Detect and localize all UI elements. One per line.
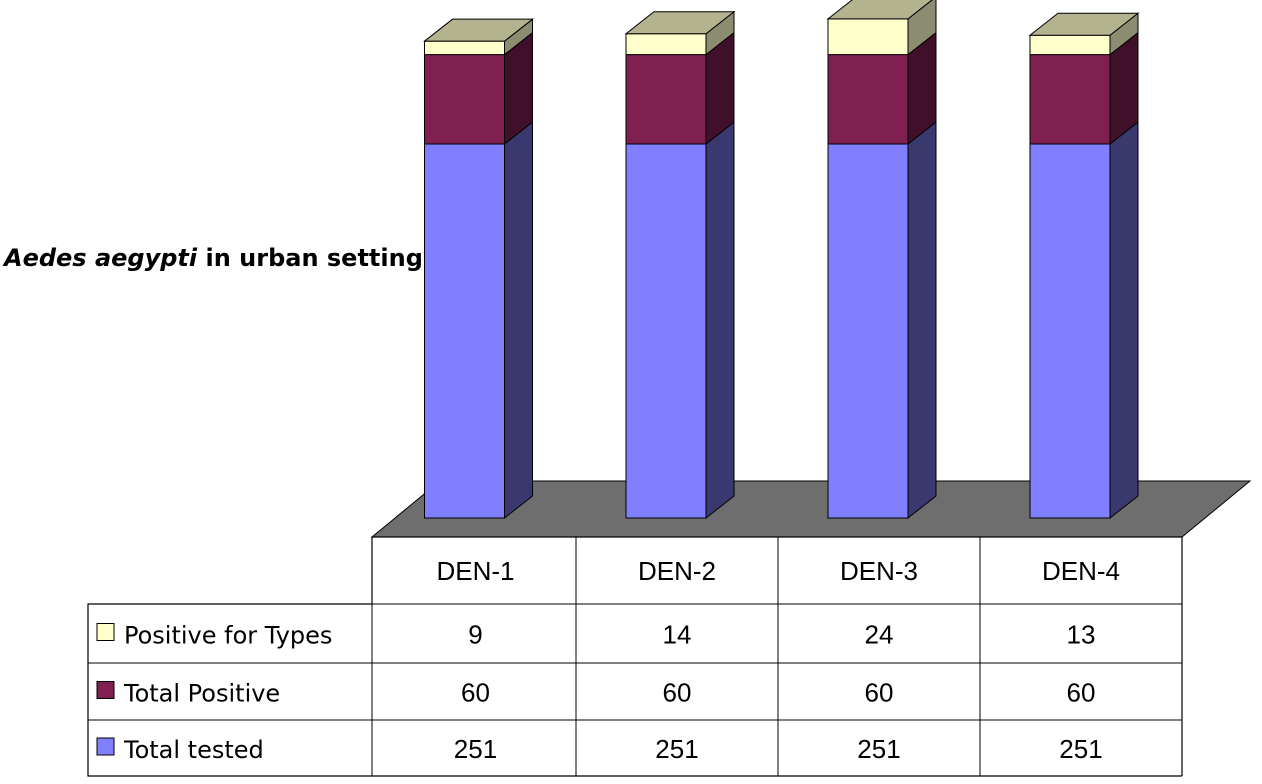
bar-total-tested-den-1 [424,143,505,519]
chart-title-italic: Aedes aegypti [4,244,198,272]
bar-total-tested-den-4 [1029,143,1111,519]
table-cell-total-tested-den-2: 251 [655,734,698,764]
data-table: DEN-1 DEN-2 DEN-3 DEN-4 Positive for Types 9 1… [87,536,1183,777]
legend-swatch-total-positive [96,681,115,699]
bar-top-den-2 [624,11,736,35]
bar-total-positive-den-3 [827,54,909,145]
legend-label-positive-for-types: Positive for Types [124,622,332,650]
legend-label-total-tested: Total tested [123,736,264,764]
bar-side-total-tested-den-1 [504,120,533,520]
bar-side-total-tested-den-2 [705,120,735,520]
table-cell-total-positive-den-1: 60 [461,678,490,708]
bar-positive-for-types-den-1 [424,40,505,56]
table-cell-total-positive-den-4: 60 [1067,678,1096,708]
table-cell-total-positive-den-3: 60 [865,678,894,708]
chart-title: Aedes aegypti in urban setting [4,244,423,272]
table-cell-total-tested-den-3: 251 [857,734,900,764]
bar-positive-for-types-den-4 [1029,34,1111,56]
table-header-den-3: DEN-3 [840,556,918,586]
bar-total-positive-den-4 [1029,54,1111,145]
bar-total-tested-den-2 [625,143,707,519]
bar-top-den-3 [826,0,933,20]
chart-title-rest: in urban setting [197,244,423,272]
table-header-den-4: DEN-4 [1042,556,1120,586]
bar-total-positive-den-2 [625,54,707,145]
legend-swatch-positive-for-types [96,623,115,641]
table-header-den-2: DEN-2 [638,556,716,586]
table-cell-positive-for-types-den-4: 13 [1067,620,1096,650]
bar-top-den-4 [1028,12,1140,36]
legend-label-total-positive: Total Positive [123,680,280,708]
table-cell-positive-for-types-den-2: 14 [663,620,692,650]
bar-positive-for-types-den-2 [625,33,707,56]
bar-top-den-1 [423,18,534,42]
table-header-den-1: DEN-1 [436,556,514,586]
bar-side-total-tested-den-3 [907,120,937,520]
legend-swatch-total-tested [96,737,115,756]
bar-total-tested-den-3 [827,143,909,519]
bar-side-total-tested-den-4 [1109,120,1139,520]
table-cell-total-tested-den-1: 251 [454,734,497,764]
table-cell-total-positive-den-2: 60 [663,678,692,708]
bar-total-positive-den-1 [424,54,505,145]
bar-positive-for-types-den-3 [827,18,909,56]
table-cell-positive-for-types-den-1: 9 [468,620,482,650]
table-cell-total-tested-den-4: 251 [1059,734,1102,764]
table-cell-positive-for-types-den-3: 24 [865,620,894,650]
